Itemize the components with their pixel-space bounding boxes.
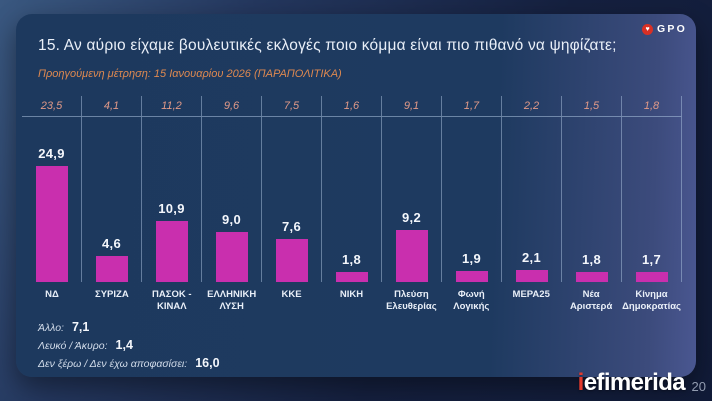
- footnote-blank-invalid: Λευκό / Άκυρο: 1,4: [38, 338, 696, 352]
- bar: [35, 166, 68, 282]
- footnote-other: Άλλο: 7,1: [38, 320, 696, 334]
- bar-column: 2,1: [502, 117, 562, 282]
- previous-measurement-note: Προηγούμενη μέτρηση: 15 Ιανουαρίου 2026 …: [38, 68, 342, 80]
- previous-value: 1,7: [442, 96, 502, 116]
- footnote-undecided: Δεν ξέρω / Δεν έχω αποφασίσει: 16,0: [38, 356, 696, 370]
- bar-column: 1,9: [442, 117, 502, 282]
- category-label: Φωνή Λογικής: [453, 289, 490, 312]
- category-label: ΚΚΕ: [281, 289, 302, 300]
- slide-card: ♥ GPO 15. Αν αύριο είχαμε βουλευτικές εκ…: [16, 14, 696, 377]
- previous-value: 7,5: [262, 96, 322, 116]
- bar-chart: 23,5 4,1 11,2 9,6 7,5 1,6 9,1 1,7 2,2 1,5 1,8 24,9…: [22, 96, 682, 313]
- iefimerida-logo-rest: efimerida: [583, 369, 686, 396]
- bar-column: 1,8: [322, 117, 382, 282]
- bar: [215, 232, 248, 282]
- category-label: ΠΑΣΟΚ - ΚΙΝΑΛ: [152, 289, 192, 312]
- gpo-logo: ♥ GPO: [642, 23, 687, 35]
- bar-value-label: 7,6: [282, 219, 301, 234]
- bar: [95, 256, 128, 282]
- previous-value: 1,8: [622, 96, 682, 116]
- category-label: ΝΙΚΗ: [339, 289, 364, 300]
- bar-value-label: 10,9: [158, 201, 185, 216]
- bar: [515, 270, 548, 282]
- bars-row: 24,9 4,6 10,9 9,0 7,6 1,8 9,2 1,9 2,1 1,8 1,7: [22, 117, 682, 282]
- bar-column: 9,0: [202, 117, 262, 282]
- bar-value-label: 9,2: [402, 210, 421, 225]
- prev-values-row: 23,5 4,1 11,2 9,6 7,5 1,6 9,1 1,7 2,2 1,5 1,8: [22, 96, 682, 117]
- bar-value-label: 1,8: [582, 252, 601, 267]
- bar: [395, 230, 428, 282]
- previous-value: 1,6: [322, 96, 382, 116]
- previous-value: 9,1: [382, 96, 442, 116]
- category-label: ΕΛΛΗΝΙΚΗ ΛΥΣΗ: [207, 289, 257, 312]
- previous-value: 4,1: [82, 96, 142, 116]
- previous-value: 1,5: [562, 96, 622, 116]
- footnote-label: Δεν ξέρω / Δεν έχω αποφασίσει:: [38, 357, 188, 370]
- footnote-label: Λευκό / Άκυρο:: [38, 339, 108, 352]
- category-label: Νέα Αριστερά: [569, 289, 613, 312]
- bar: [635, 272, 668, 282]
- footnote-value: 1,4: [115, 337, 133, 352]
- iefimerida-logo-i: i: [577, 369, 585, 396]
- previous-value: 9,6: [202, 96, 262, 116]
- bar-column: 7,6: [262, 117, 322, 282]
- bar-value-label: 24,9: [38, 146, 65, 161]
- category-label: ΣΥΡΙΖΑ: [95, 289, 129, 300]
- bar: [155, 221, 188, 282]
- labels-row: ΝΔ ΣΥΡΙΖΑ ΠΑΣΟΚ - ΚΙΝΑΛ ΕΛΛΗΝΙΚΗ ΛΥΣΗ ΚΚΕ ΝΙΚ…: [22, 282, 682, 313]
- footnotes: Άλλο: 7,1 Λευκό / Άκυρο: 1,4 Δεν ξέρω / …: [38, 320, 696, 370]
- bar-value-label: 4,6: [102, 236, 121, 251]
- previous-value: 23,5: [22, 96, 82, 116]
- page-number: 20: [691, 379, 706, 394]
- bar-column: 1,8: [562, 117, 622, 282]
- gpo-logo-text: GPO: [657, 23, 687, 35]
- bar: [275, 239, 308, 282]
- bar-value-label: 1,9: [462, 251, 481, 266]
- footnote-label: Άλλο:: [38, 321, 64, 334]
- previous-value: 2,2: [502, 96, 562, 116]
- bar: [455, 271, 488, 282]
- category-label: ΜΕΡΑ25: [512, 289, 550, 300]
- footnote-value: 16,0: [195, 355, 220, 370]
- footnote-value: 7,1: [71, 319, 90, 334]
- bar-column: 4,6: [82, 117, 142, 282]
- previous-value: 11,2: [142, 96, 202, 116]
- bar-value-label: 1,8: [342, 252, 361, 267]
- bar: [575, 272, 608, 282]
- question-title: 15. Αν αύριο είχαμε βουλευτικές εκλογές …: [38, 37, 617, 54]
- gpo-heart-icon: ♥: [642, 23, 654, 35]
- bar-column: 24,9: [22, 117, 82, 282]
- iefimerida-logo: iefimerida: [577, 369, 686, 397]
- bar-column: 9,2: [382, 117, 442, 282]
- category-label: ΝΔ: [45, 289, 59, 300]
- bar-value-label: 1,7: [642, 252, 661, 267]
- bar-column: 1,7: [622, 117, 682, 282]
- category-label: Κίνημα Δημοκρατίας: [622, 289, 681, 312]
- category-label: Πλεύση Ελευθερίας: [386, 289, 437, 312]
- bar: [335, 272, 368, 282]
- bar-column: 10,9: [142, 117, 202, 282]
- bar-value-label: 2,1: [522, 250, 541, 265]
- bar-value-label: 9,0: [222, 212, 241, 227]
